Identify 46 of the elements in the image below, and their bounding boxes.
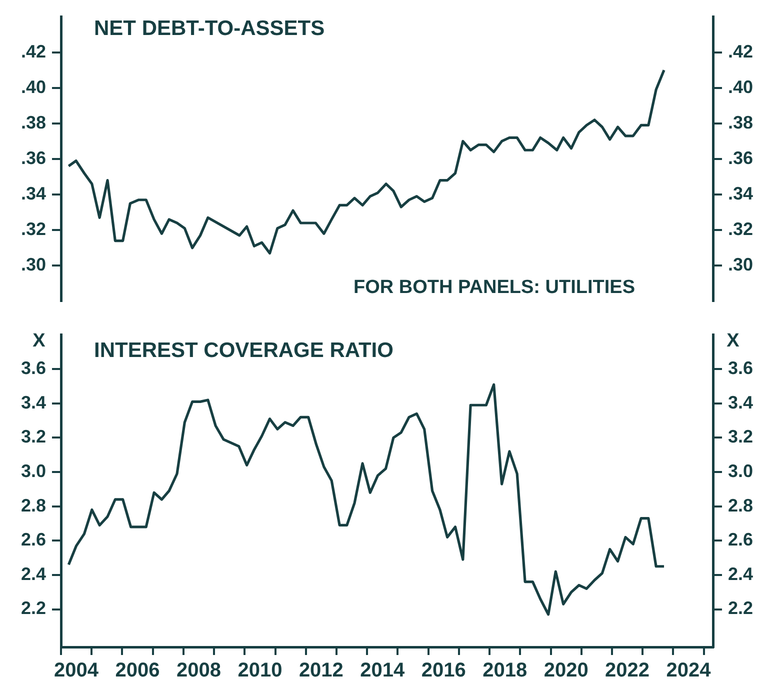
chart-title: INTEREST COVERAGE RATIO <box>94 339 394 362</box>
chart-title: NET DEBT-TO-ASSETS <box>94 17 325 40</box>
x-tick-label: 2006 <box>115 660 160 682</box>
x-tick-label: 2020 <box>544 660 588 682</box>
y-tick-label: .34 <box>20 184 46 204</box>
y2-tick-label: 2.6 <box>728 530 754 550</box>
y-tick-label: 3.4 <box>20 392 46 412</box>
y-tick-label: .40 <box>20 76 46 97</box>
y2-tick-label: 2.2 <box>728 598 754 618</box>
y2-tick-label: 3.4 <box>728 392 754 412</box>
annotation: FOR BOTH PANELS: UTILITIES <box>354 276 635 298</box>
y2-tick-label: 3.0 <box>728 461 754 481</box>
y-tick-label: .30 <box>20 254 46 275</box>
y-tick-label: .42 <box>20 41 46 62</box>
y-tick-label: 2.6 <box>20 530 46 550</box>
x-tick-label: 2008 <box>176 660 221 682</box>
y-tick-label: 2.2 <box>20 598 46 618</box>
y-tick-label: 3.0 <box>20 461 46 481</box>
y-tick-label: 3.2 <box>20 426 46 447</box>
y2-tick-label: .38 <box>728 112 754 132</box>
y2-tick-label: 3.6 <box>728 358 754 378</box>
y-axis-title: X <box>32 330 46 352</box>
x-tick-label: 2010 <box>238 660 282 682</box>
y-tick-label: 2.4 <box>20 564 46 584</box>
y-tick-label: .36 <box>20 148 46 168</box>
y2-tick-label: .30 <box>728 254 754 275</box>
y2-tick-label: 2.4 <box>728 564 754 584</box>
y-tick-label: 2.8 <box>20 495 46 516</box>
x-tick-label: 2012 <box>298 660 344 682</box>
y2-tick-label: .42 <box>728 41 754 62</box>
x-tick-label: 2014 <box>360 660 406 682</box>
x-tick-label: 2004 <box>54 660 100 682</box>
x-tick-label: 2018 <box>482 660 528 682</box>
y2-tick-label: .36 <box>728 148 754 168</box>
y2-tick-label: .32 <box>728 219 754 240</box>
y-tick-label: .32 <box>20 219 46 240</box>
y2-axis-title: X <box>726 330 740 352</box>
y2-tick-label: 3.2 <box>728 426 754 447</box>
x-tick-label: 2016 <box>421 660 466 682</box>
y2-tick-label: .40 <box>728 76 754 97</box>
x-tick-label: 2024 <box>666 660 712 682</box>
y2-tick-label: .34 <box>728 184 754 204</box>
y2-tick-label: 2.8 <box>728 495 754 516</box>
x-tick-label: 2022 <box>605 660 650 682</box>
y-tick-label: 3.6 <box>20 358 46 378</box>
y-tick-label: .38 <box>20 112 46 132</box>
